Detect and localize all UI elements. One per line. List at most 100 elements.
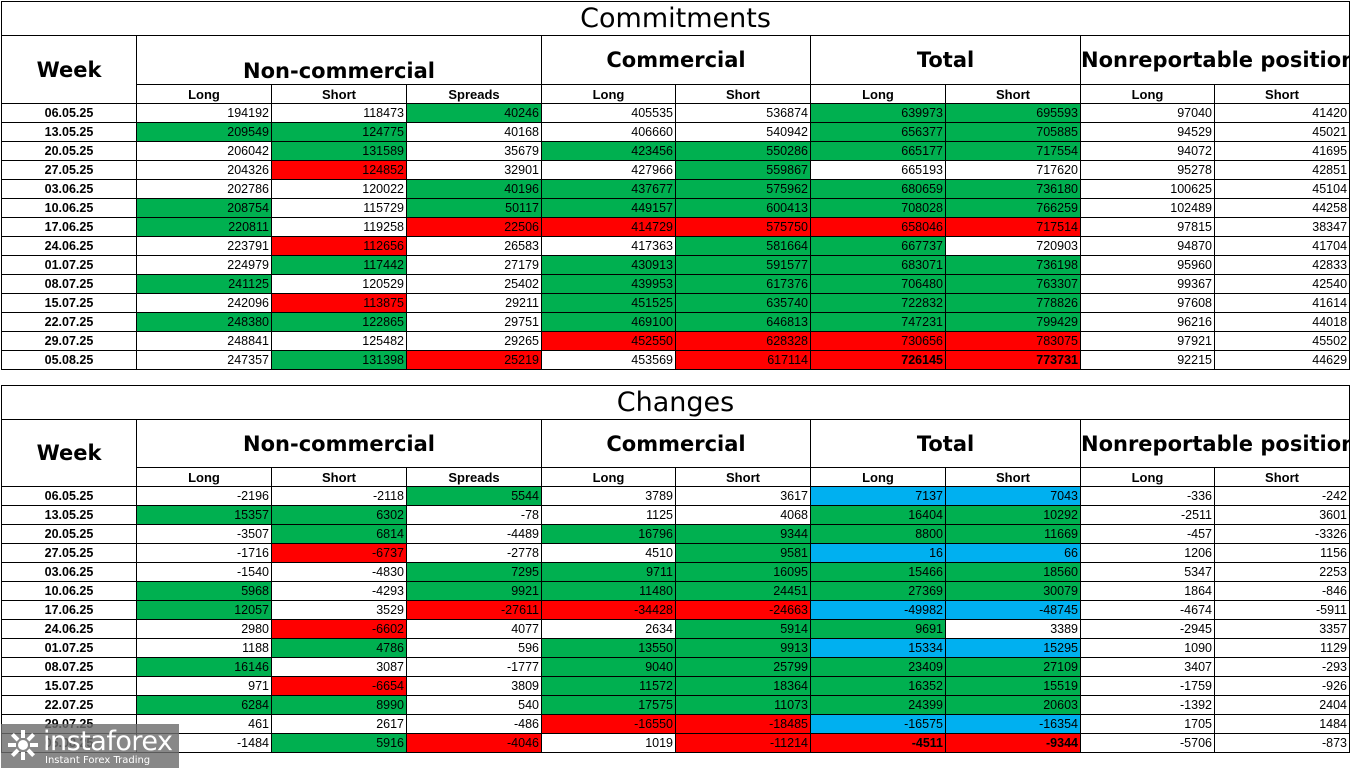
value-cell: -486	[406, 714, 542, 734]
value-cell: 7043	[945, 486, 1081, 506]
value-cell: 680659	[810, 179, 946, 199]
value-cell: -3326	[1213, 524, 1350, 544]
value-cell: -18485	[675, 714, 811, 734]
table-row: 13.05.25 209549 124775 40168 406660 540942 656…	[1, 122, 1350, 142]
column-header-short: Short	[1213, 467, 1350, 487]
value-cell: 94072	[1080, 141, 1215, 161]
table-row: 10.06.25 5968 -4293 9921 11480 24451 27369 3007…	[1, 581, 1350, 601]
value-cell: 97040	[1080, 103, 1215, 123]
value-cell: 730656	[810, 331, 946, 351]
value-cell: 2253	[1213, 562, 1350, 582]
value-cell: -846	[1213, 581, 1350, 601]
value-cell: 405535	[541, 103, 676, 123]
value-cell: -926	[1213, 676, 1350, 696]
value-cell: 16796	[541, 524, 676, 544]
column-header-long: Long	[136, 467, 272, 487]
value-cell: 41614	[1213, 293, 1350, 313]
value-cell: 3407	[1080, 657, 1215, 677]
value-cell: 6284	[136, 695, 272, 715]
value-cell: 773731	[945, 350, 1081, 370]
table-row: 29.07.254612617-486-16550-18485-16575-16…	[1, 714, 1350, 734]
value-cell: 726145	[810, 350, 946, 370]
value-cell: 4786	[271, 638, 407, 658]
value-cell: 778826	[945, 293, 1081, 313]
value-cell: 95960	[1080, 255, 1215, 275]
value-cell: 247357	[136, 350, 272, 370]
value-cell: 45104	[1213, 179, 1350, 199]
value-cell: 17575	[541, 695, 676, 715]
table-row: 17.06.25 220811 119258 22506 414729 575750 658…	[1, 217, 1350, 237]
week-cell: 06.05.25	[1, 486, 137, 506]
value-cell: 706480	[810, 274, 946, 294]
group-header-total: Total	[810, 35, 1081, 85]
week-cell: 13.05.25	[1, 122, 137, 142]
week-cell: 13.05.25	[1, 505, 137, 525]
week-cell: 20.05.25	[1, 524, 137, 544]
column-header-short: Short	[675, 84, 811, 104]
value-cell: 100625	[1080, 179, 1215, 199]
value-cell: 799429	[945, 312, 1081, 332]
value-cell: 1188	[136, 638, 272, 658]
value-cell: 15466	[810, 562, 946, 582]
value-cell: 667737	[810, 236, 946, 256]
value-cell: -3507	[136, 524, 272, 544]
value-cell: 736180	[945, 179, 1081, 199]
value-cell: 5914	[675, 619, 811, 639]
value-cell: -293	[1213, 657, 1350, 677]
value-cell: 16404	[810, 505, 946, 525]
value-cell: 224979	[136, 255, 272, 275]
value-cell: -24663	[675, 600, 811, 620]
value-cell: 119258	[271, 217, 407, 237]
column-header-long: Long	[810, 467, 946, 487]
value-cell: 406660	[541, 122, 676, 142]
value-cell: 559867	[675, 160, 811, 180]
value-cell: 1125	[541, 505, 676, 525]
value-cell: 27179	[406, 255, 542, 275]
value-cell: 705885	[945, 122, 1081, 142]
value-cell: -6737	[271, 543, 407, 563]
value-cell: 4068	[675, 505, 811, 525]
value-cell: 971	[136, 676, 272, 696]
value-cell: -2196	[136, 486, 272, 506]
changes-title: Changes	[0, 385, 1350, 420]
value-cell: -5911	[1213, 600, 1350, 620]
table-row: 20.05.25 -3507 6814 -4489 16796 9344 8800 11669…	[1, 524, 1350, 544]
week-cell: 17.06.25	[1, 217, 137, 237]
value-cell: 3529	[271, 600, 407, 620]
value-cell: 194192	[136, 103, 272, 123]
value-cell: 27369	[810, 581, 946, 601]
table-row: 27.05.25 204326 124852 32901 427966 559867 665…	[1, 160, 1350, 180]
value-cell: 1019	[541, 733, 676, 753]
value-cell: 29751	[406, 312, 542, 332]
value-cell: 12057	[136, 600, 272, 620]
value-cell: 92215	[1080, 350, 1215, 370]
value-cell: -5706	[1080, 733, 1215, 753]
value-cell: -4674	[1080, 600, 1215, 620]
column-header-short: Short	[1213, 84, 1350, 104]
value-cell: 115729	[271, 198, 407, 218]
value-cell: 1206	[1080, 543, 1215, 563]
value-cell: 44629	[1213, 350, 1350, 370]
value-cell: 3789	[541, 486, 676, 506]
table-row: 06.05.25 194192 118473 40246 405535 536874 639…	[1, 103, 1350, 123]
value-cell: 414729	[541, 217, 676, 237]
value-cell: 8800	[810, 524, 946, 544]
value-cell: 1864	[1080, 581, 1215, 601]
value-cell: 717620	[945, 160, 1081, 180]
week-cell: 01.07.25	[1, 638, 137, 658]
value-cell: 2404	[1213, 695, 1350, 715]
value-cell: 66	[945, 543, 1081, 563]
value-cell: 2634	[541, 619, 676, 639]
table-row: 05.08.25 247357 131398 25219 453569 617114 726…	[1, 350, 1350, 370]
value-cell: 9921	[406, 581, 542, 601]
week-cell: 15.07.25	[1, 676, 137, 696]
value-cell: 658046	[810, 217, 946, 237]
table-row: 03.06.25 -1540 -4830 7295 9711 16095 15466 1856…	[1, 562, 1350, 582]
value-cell: 439953	[541, 274, 676, 294]
value-cell: 45502	[1213, 331, 1350, 351]
table-row: 17.06.25 12057 3529 -27611 -34428 -24663 -4998…	[1, 600, 1350, 620]
value-cell: 50117	[406, 198, 542, 218]
value-cell: 5968	[136, 581, 272, 601]
value-cell: 9581	[675, 543, 811, 563]
column-header-long: Long	[541, 84, 676, 104]
